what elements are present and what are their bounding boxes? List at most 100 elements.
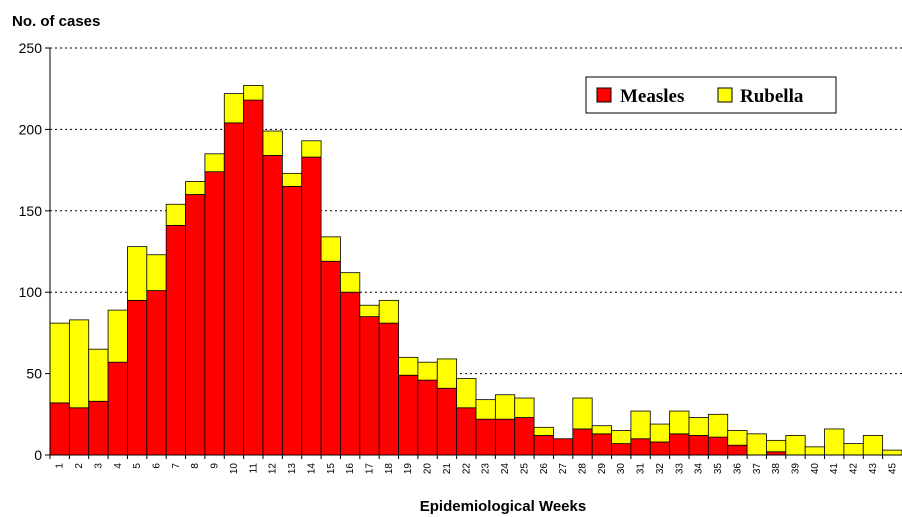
y-axis-label: No. of cases bbox=[12, 13, 100, 30]
x-tick-label: 31 bbox=[636, 463, 647, 475]
bar-rubella bbox=[301, 140, 322, 158]
y-axis-ticks: 0 50 100 150 200 250 bbox=[19, 40, 50, 463]
bar-measles bbox=[165, 225, 186, 456]
bar-measles bbox=[630, 438, 651, 456]
x-tick-label: 13 bbox=[287, 463, 298, 475]
bar-rubella bbox=[611, 430, 632, 445]
x-tick-label: 26 bbox=[539, 463, 550, 475]
bar-rubella bbox=[591, 425, 612, 435]
x-tick-label: 16 bbox=[345, 463, 356, 475]
bar-rubella bbox=[785, 435, 806, 456]
bar-rubella bbox=[766, 439, 787, 453]
bar-rubella bbox=[320, 236, 341, 262]
bar-rubella bbox=[746, 433, 767, 456]
y-tick-label: 150 bbox=[19, 203, 43, 219]
bar-measles bbox=[514, 417, 535, 456]
bar-rubella bbox=[340, 272, 361, 293]
bar-rubella bbox=[262, 130, 283, 156]
y-tick-label: 50 bbox=[26, 366, 42, 382]
x-tick-label: 42 bbox=[849, 463, 860, 475]
bar-measles bbox=[475, 418, 496, 456]
bar-measles bbox=[88, 400, 109, 456]
x-tick-label: 2 bbox=[74, 463, 85, 469]
bar-measles bbox=[301, 156, 322, 456]
bar-rubella bbox=[475, 399, 496, 420]
bar-rubella bbox=[882, 449, 902, 456]
bar-rubella bbox=[456, 378, 477, 409]
bar-rubella bbox=[204, 153, 225, 173]
y-tick-label: 0 bbox=[34, 447, 42, 463]
bar-measles bbox=[359, 316, 380, 456]
x-tick-label: 12 bbox=[268, 463, 279, 475]
x-tick-label: 39 bbox=[791, 463, 802, 475]
x-tick-label: 33 bbox=[674, 463, 685, 475]
bar-rubella bbox=[843, 443, 864, 456]
legend-swatch-measles bbox=[596, 87, 612, 103]
bar-measles bbox=[49, 402, 70, 456]
bar-measles bbox=[707, 436, 729, 456]
x-tick-label: 7 bbox=[171, 463, 182, 469]
bar-measles bbox=[127, 299, 148, 456]
bar-measles bbox=[727, 444, 748, 456]
bar-rubella bbox=[378, 299, 399, 324]
bar-rubella bbox=[398, 356, 419, 376]
bar-rubella bbox=[107, 309, 128, 363]
x-tick-label: 41 bbox=[829, 463, 840, 475]
bar-measles bbox=[378, 322, 399, 456]
x-tick-label: 6 bbox=[152, 463, 163, 469]
bar-rubella bbox=[727, 430, 748, 446]
bar-measles bbox=[456, 407, 477, 456]
x-tick-label: 25 bbox=[519, 463, 530, 475]
bar-rubella bbox=[707, 413, 729, 438]
bar-measles bbox=[204, 171, 225, 456]
bar-measles bbox=[320, 260, 341, 456]
bar-rubella bbox=[223, 93, 245, 124]
bar-rubella bbox=[88, 348, 109, 402]
bar-rubella bbox=[688, 417, 709, 436]
bar-rubella bbox=[514, 397, 535, 418]
bar-rubella bbox=[630, 410, 651, 440]
x-tick-label: 15 bbox=[326, 463, 337, 475]
bar-rubella bbox=[146, 254, 167, 291]
x-tick-label: 10 bbox=[229, 463, 240, 475]
bar-rubella bbox=[165, 203, 186, 226]
legend-swatch-rubella bbox=[717, 87, 733, 103]
bar-rubella bbox=[281, 172, 303, 187]
bar-rubella bbox=[185, 181, 206, 195]
bar-measles bbox=[553, 438, 574, 456]
bar-rubella bbox=[49, 322, 70, 404]
x-tick-label: 21 bbox=[442, 463, 453, 475]
bar-rubella bbox=[243, 85, 264, 101]
bar-rubella bbox=[649, 423, 671, 443]
y-tick-label: 250 bbox=[19, 40, 43, 56]
bar-measles bbox=[107, 361, 128, 456]
bar-rubella bbox=[824, 428, 845, 456]
x-tick-label: 43 bbox=[868, 463, 879, 475]
bar-rubella bbox=[436, 358, 458, 389]
bar-rubella bbox=[359, 304, 380, 318]
x-tick-label: 11 bbox=[248, 463, 259, 474]
bar-measles bbox=[649, 441, 671, 456]
x-tick-label: 9 bbox=[210, 463, 221, 469]
bar-rubella bbox=[533, 426, 554, 436]
bar-measles bbox=[417, 379, 438, 456]
bar-measles bbox=[572, 428, 593, 456]
x-tick-label: 24 bbox=[500, 463, 511, 475]
bar-measles bbox=[611, 443, 632, 456]
bar-rubella bbox=[572, 397, 593, 430]
bar-rubella bbox=[68, 319, 90, 409]
x-tick-label: 22 bbox=[461, 463, 472, 475]
legend-box bbox=[585, 76, 837, 114]
bar-rubella bbox=[417, 361, 438, 381]
x-tick-label: 37 bbox=[752, 463, 763, 475]
bar-measles bbox=[281, 185, 303, 456]
x-tick-label: 45 bbox=[887, 463, 898, 475]
bar-rubella bbox=[862, 435, 884, 456]
bar-measles bbox=[223, 122, 245, 456]
bar-measles bbox=[68, 407, 90, 456]
x-tick-label: 30 bbox=[616, 463, 627, 475]
legend: Measles Rubella bbox=[585, 76, 837, 114]
x-tick-label: 23 bbox=[481, 463, 492, 475]
legend-label-measles: Measles bbox=[620, 86, 684, 107]
bar-measles bbox=[262, 155, 283, 456]
